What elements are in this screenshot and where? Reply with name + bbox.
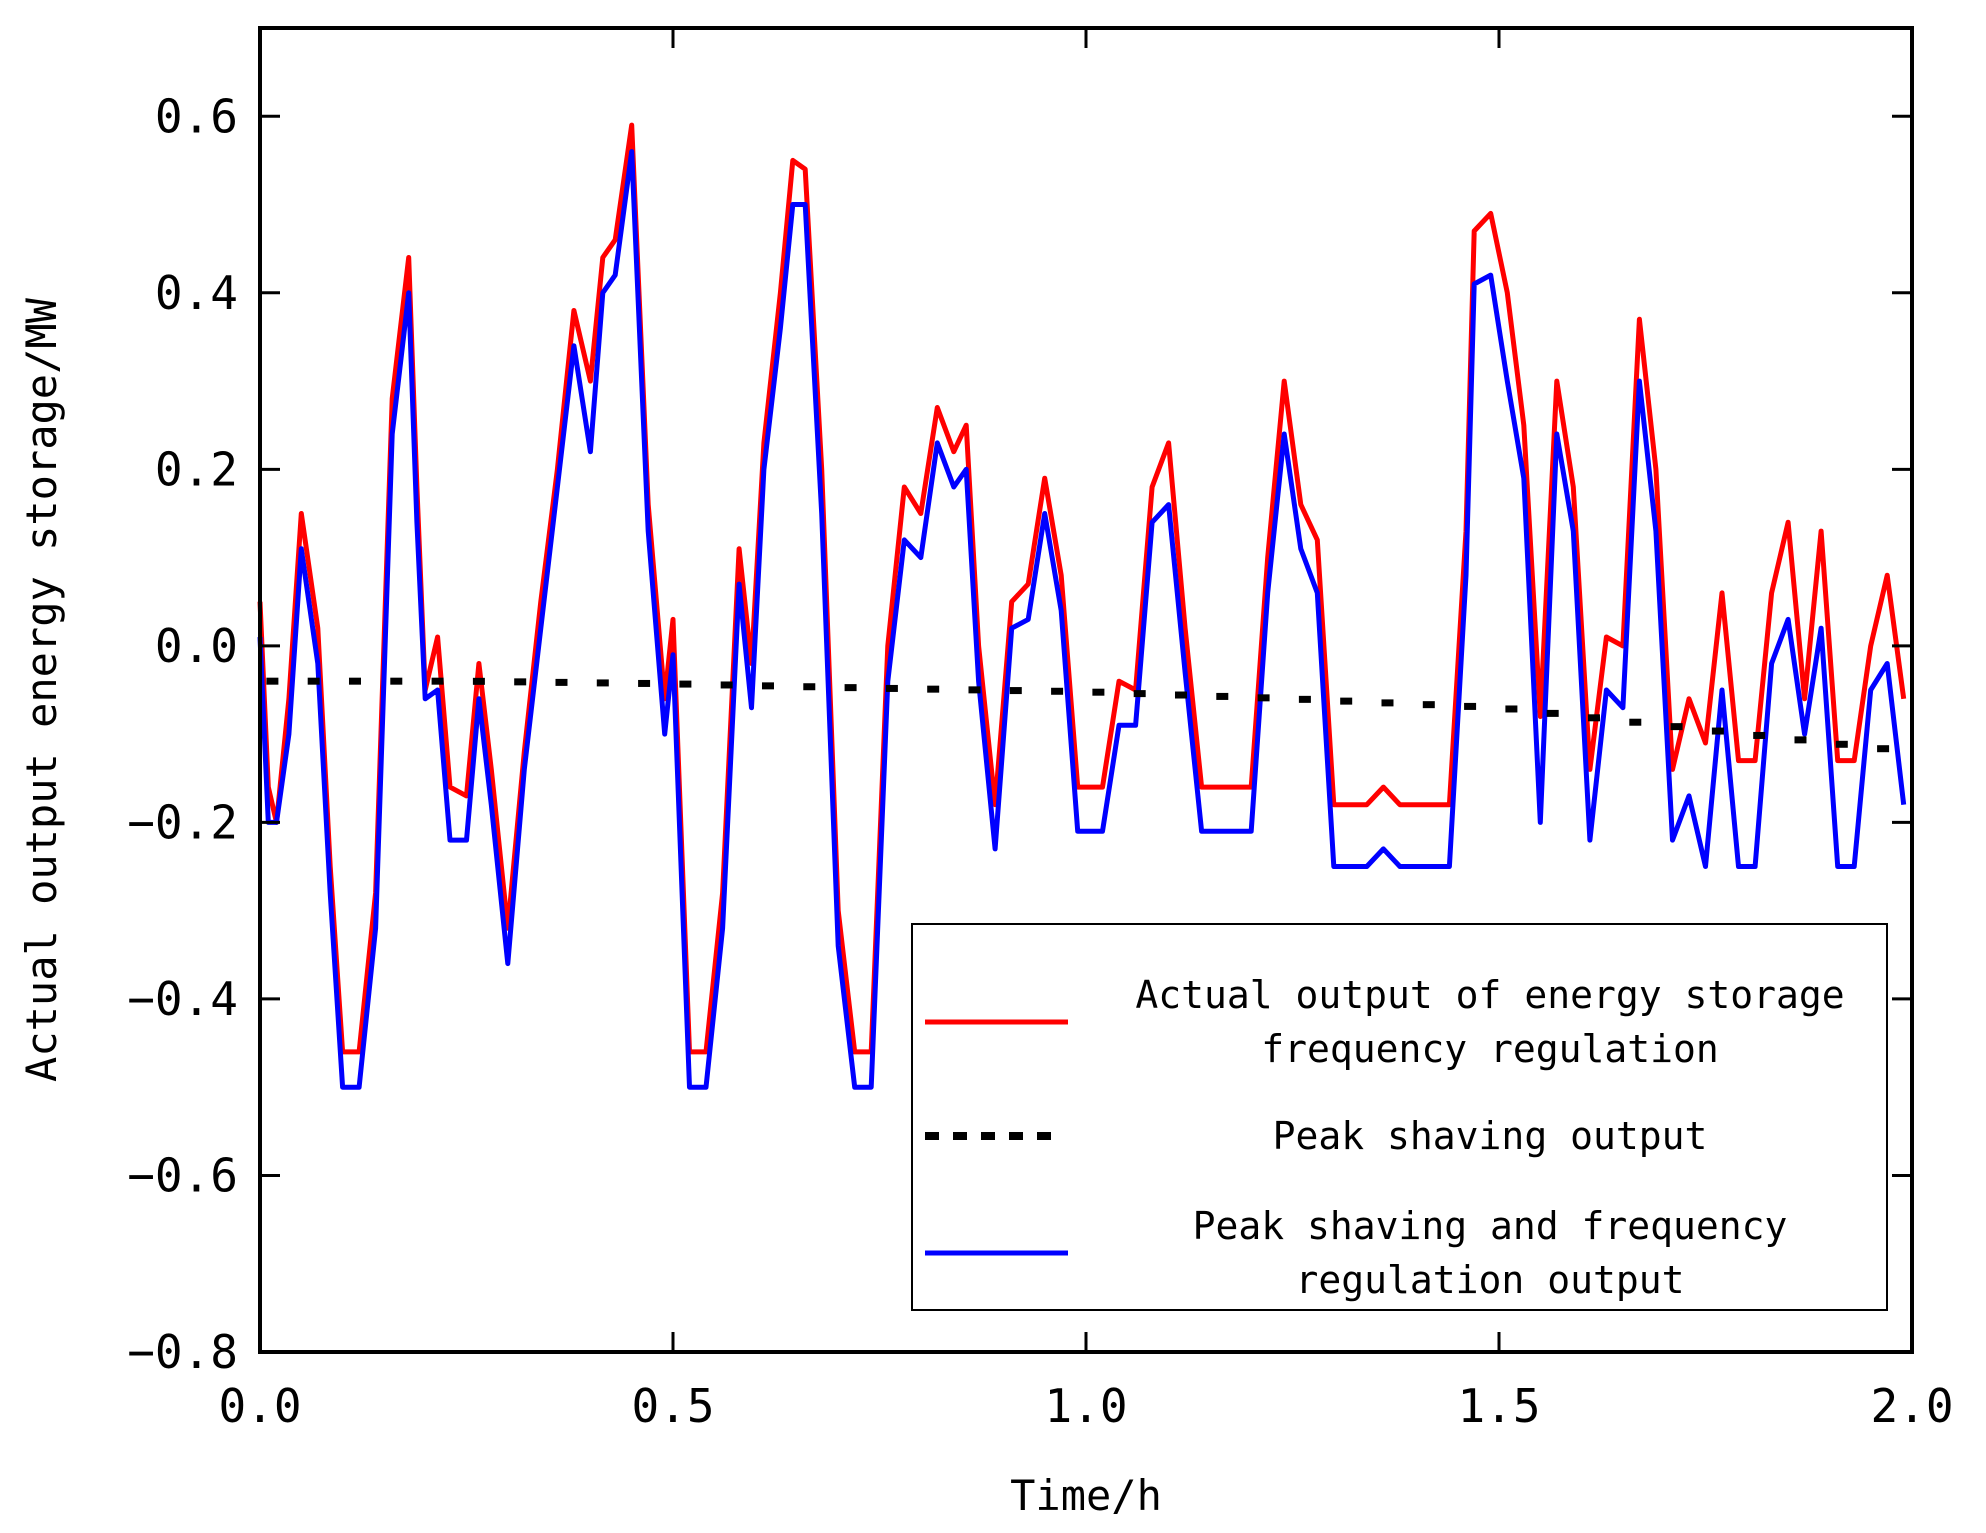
legend-label-line: frequency regulation (1261, 1027, 1719, 1071)
peak-shaving-dot (1174, 691, 1187, 699)
peak-shaving-dot (307, 677, 320, 685)
peak-shaving-dot (1753, 731, 1766, 739)
y-tick-label: 0.6 (155, 89, 238, 143)
peak-shaving-dot (1092, 688, 1105, 696)
y-tick-label: −0.4 (127, 972, 238, 1026)
peak-shaving-dot (638, 679, 651, 687)
peak-shaving-dot (266, 677, 279, 685)
peak-shaving-dot (1340, 697, 1353, 705)
peak-shaving-dot (679, 680, 692, 688)
peak-shaving-dot (1133, 690, 1146, 698)
peak-shaving-dot (1587, 714, 1600, 722)
peak-shaving-dot (885, 684, 898, 692)
peak-shaving-dot (390, 677, 403, 685)
peak-shaving-dot (348, 677, 361, 685)
legend-swatch-dot (981, 1132, 995, 1140)
peak-shaving-dot (1835, 740, 1848, 748)
y-tick-label: 0.4 (155, 266, 238, 320)
peak-shaving-dot (1298, 695, 1311, 703)
peak-shaving-dot (803, 683, 816, 691)
y-tick-label: 0.2 (155, 442, 238, 496)
series-combined-output-line (257, 149, 1907, 1090)
peak-shaving-dot (472, 677, 485, 685)
legend-entry-peak-shaving: Peak shaving output (925, 1114, 1707, 1158)
peak-shaving-dot (1877, 745, 1890, 753)
y-tick-label: −0.6 (127, 1148, 238, 1202)
y-tick-label: −0.8 (127, 1325, 238, 1379)
peak-shaving-dot (596, 679, 609, 687)
x-axis-title: Time/h (1010, 1471, 1162, 1520)
legend-swatch-dot (953, 1132, 967, 1140)
peak-shaving-dot (1257, 694, 1270, 702)
peak-shaving-dot (1711, 727, 1724, 735)
peak-shaving-dot (968, 686, 981, 694)
series-actual-output-line (257, 122, 1907, 1055)
y-tick-label: 0.0 (155, 619, 238, 673)
x-tick-label: 0.0 (218, 1379, 301, 1433)
legend: Actual output of energy storage frequency… (911, 923, 1888, 1311)
peak-shaving-dot (761, 682, 774, 690)
peak-shaving-dot (514, 678, 527, 686)
peak-shaving-dot (844, 684, 857, 692)
x-tick-label: 1.5 (1457, 1379, 1540, 1433)
peak-shaving-dot (1670, 723, 1683, 731)
peak-shaving-dot (1546, 709, 1559, 717)
legend-entry-combined-output: Peak shaving and frequency regulation out… (925, 1204, 1787, 1302)
legend-entry-actual-output: Actual output of energy storage frequency… (925, 973, 1845, 1071)
peak-shaving-dot (1422, 701, 1435, 709)
legend-label-line: Peak shaving output (1273, 1114, 1708, 1158)
peak-shaving-dot (927, 685, 940, 693)
peak-shaving-dot (431, 677, 444, 685)
peak-shaving-dot (1216, 692, 1229, 700)
x-tick-label: 1.0 (1044, 1379, 1127, 1433)
peak-shaving-dot (1505, 705, 1518, 713)
legend-swatch-dot (1037, 1132, 1051, 1140)
ticks-layer: −0.8 −0.6 −0.4 −0.2 0.0 0.2 0.4 0.6 0.0 0.5 1.0 1.5… (127, 28, 1954, 1433)
x-tick-label: 0.5 (631, 1379, 714, 1433)
peak-shaving-dot (720, 681, 733, 689)
peak-shaving-dot (1009, 687, 1022, 695)
peak-shaving-dot (1794, 736, 1807, 744)
legend-swatch-dot (1009, 1132, 1023, 1140)
peak-shaving-dot (1629, 718, 1642, 726)
y-axis-title: Actual output energy storage/MW (17, 297, 66, 1082)
legend-label-line: regulation output (1296, 1258, 1685, 1302)
legend-box (911, 923, 1888, 1311)
peak-shaving-dot (1381, 699, 1394, 707)
series-peak-shaving-points (266, 677, 1890, 753)
legend-swatch-dot (925, 1132, 939, 1140)
peak-shaving-dot (1464, 702, 1477, 710)
peak-shaving-dot (1051, 687, 1064, 695)
y-tick-label: −0.2 (127, 795, 238, 849)
legend-label-line: Actual output of energy storage (1135, 973, 1844, 1017)
legend-label-line: Peak shaving and frequency (1193, 1204, 1788, 1248)
peak-shaving-dot (555, 678, 568, 686)
x-tick-label: 2.0 (1870, 1379, 1953, 1433)
series-layer (257, 122, 1907, 1090)
